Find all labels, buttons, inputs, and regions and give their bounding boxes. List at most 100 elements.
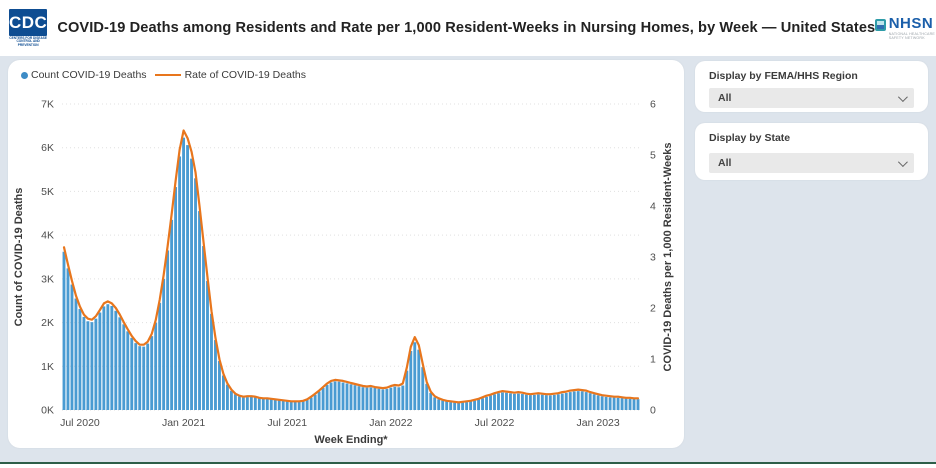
region-dropdown[interactable]: All bbox=[709, 88, 914, 108]
count-bar[interactable] bbox=[592, 394, 596, 410]
count-bar[interactable] bbox=[437, 399, 441, 410]
count-bar[interactable] bbox=[82, 316, 86, 410]
count-bar[interactable] bbox=[441, 400, 445, 410]
count-bar[interactable] bbox=[481, 398, 484, 410]
count-bar[interactable] bbox=[532, 394, 536, 410]
count-bar[interactable] bbox=[222, 375, 225, 410]
count-bar[interactable] bbox=[198, 211, 201, 410]
count-bar[interactable] bbox=[505, 392, 508, 410]
count-bar[interactable] bbox=[329, 382, 333, 410]
cdc-logo[interactable]: CDC Centers for Disease Control and Prev… bbox=[9, 8, 48, 48]
count-bar[interactable] bbox=[62, 251, 66, 410]
count-bar[interactable] bbox=[489, 395, 492, 410]
count-bar[interactable] bbox=[289, 401, 293, 410]
count-bar[interactable] bbox=[106, 304, 110, 410]
count-bar[interactable] bbox=[110, 305, 114, 410]
count-bar[interactable] bbox=[429, 392, 433, 410]
count-bar[interactable] bbox=[341, 382, 345, 410]
count-bar[interactable] bbox=[345, 383, 349, 410]
count-bar[interactable] bbox=[317, 391, 321, 410]
count-bar[interactable] bbox=[556, 394, 560, 410]
count-bar[interactable] bbox=[369, 387, 373, 410]
count-bar[interactable] bbox=[214, 340, 217, 410]
count-bar[interactable] bbox=[86, 321, 90, 410]
count-bar[interactable] bbox=[233, 394, 237, 410]
count-bar[interactable] bbox=[265, 399, 269, 410]
count-bar[interactable] bbox=[285, 401, 289, 410]
count-bar[interactable] bbox=[457, 402, 461, 410]
count-bar[interactable] bbox=[520, 394, 524, 410]
legend-item-count[interactable]: Count COVID-19 Deaths bbox=[21, 69, 147, 81]
count-bar[interactable] bbox=[273, 399, 277, 410]
count-bar[interactable] bbox=[186, 145, 190, 410]
count-bar[interactable] bbox=[349, 384, 353, 410]
count-bar[interactable] bbox=[178, 156, 182, 410]
count-bar[interactable] bbox=[78, 309, 82, 410]
count-bar[interactable] bbox=[620, 398, 624, 410]
count-bar[interactable] bbox=[528, 395, 532, 410]
count-bar[interactable] bbox=[70, 284, 74, 410]
count-bar[interactable] bbox=[608, 397, 612, 410]
count-bar[interactable] bbox=[576, 391, 580, 410]
count-bar[interactable] bbox=[194, 178, 197, 410]
legend-item-rate[interactable]: Rate of COVID-19 Deaths bbox=[154, 69, 306, 81]
count-bar[interactable] bbox=[166, 250, 170, 410]
count-bar[interactable] bbox=[421, 367, 425, 410]
count-bar[interactable] bbox=[572, 391, 576, 410]
count-bar[interactable] bbox=[150, 336, 154, 410]
count-bar[interactable] bbox=[66, 268, 70, 410]
count-bar[interactable] bbox=[297, 401, 301, 410]
count-bar[interactable] bbox=[465, 402, 469, 410]
count-bar[interactable] bbox=[417, 349, 421, 410]
count-bar[interactable] bbox=[536, 394, 540, 410]
count-bar[interactable] bbox=[509, 393, 512, 410]
count-bar[interactable] bbox=[469, 401, 473, 410]
count-bar[interactable] bbox=[493, 394, 496, 410]
count-bar[interactable] bbox=[568, 392, 572, 410]
count-bar[interactable] bbox=[301, 401, 305, 410]
count-bar[interactable] bbox=[225, 384, 229, 410]
count-bar[interactable] bbox=[249, 396, 253, 410]
count-bar[interactable] bbox=[170, 219, 174, 410]
count-bar[interactable] bbox=[98, 312, 102, 410]
count-bar[interactable] bbox=[142, 346, 146, 410]
count-bar[interactable] bbox=[401, 385, 405, 410]
count-bar[interactable] bbox=[473, 400, 477, 410]
count-bar[interactable] bbox=[381, 389, 385, 410]
count-bar[interactable] bbox=[632, 398, 636, 410]
count-bar[interactable] bbox=[389, 387, 393, 410]
count-bar[interactable] bbox=[257, 398, 261, 410]
count-bar[interactable] bbox=[544, 395, 548, 410]
count-bar[interactable] bbox=[604, 396, 608, 410]
count-bar[interactable] bbox=[313, 394, 317, 410]
count-bar[interactable] bbox=[126, 331, 130, 410]
state-dropdown[interactable]: All bbox=[709, 153, 914, 173]
combo-chart[interactable]: 0K 1K 2K 3K 4K 5K 6K 7K 0 1 2 3 4 5 6 Jul 2020 Jan 2021 J… bbox=[8, 60, 684, 448]
count-bar[interactable] bbox=[409, 350, 413, 410]
count-bar[interactable] bbox=[628, 398, 632, 410]
count-bar[interactable] bbox=[229, 390, 233, 410]
count-bar[interactable] bbox=[616, 397, 620, 410]
count-bar[interactable] bbox=[636, 399, 640, 410]
count-bar[interactable] bbox=[588, 393, 592, 410]
count-bar[interactable] bbox=[218, 361, 221, 410]
count-bar[interactable] bbox=[540, 394, 544, 410]
count-bar[interactable] bbox=[321, 387, 325, 410]
count-bar[interactable] bbox=[309, 397, 313, 410]
count-bar[interactable] bbox=[365, 387, 369, 410]
nhsn-logo[interactable]: NHSN NATIONAL HEALTHCARE SAFETY NETWORK bbox=[875, 16, 936, 40]
count-bar[interactable] bbox=[146, 343, 150, 410]
count-bar[interactable] bbox=[524, 394, 528, 410]
count-bar[interactable] bbox=[333, 381, 337, 410]
count-bar[interactable] bbox=[130, 337, 134, 410]
count-bar[interactable] bbox=[548, 395, 552, 410]
count-bar[interactable] bbox=[305, 399, 309, 410]
count-bar[interactable] bbox=[453, 402, 457, 410]
count-bar[interactable] bbox=[497, 393, 500, 410]
count-bar[interactable] bbox=[158, 302, 162, 410]
count-bar[interactable] bbox=[385, 388, 389, 410]
count-bar[interactable] bbox=[512, 393, 516, 410]
count-bar[interactable] bbox=[277, 400, 281, 410]
count-bar[interactable] bbox=[357, 386, 361, 410]
count-bar[interactable] bbox=[118, 317, 122, 410]
